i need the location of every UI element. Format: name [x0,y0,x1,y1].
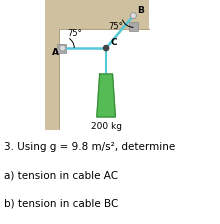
Bar [45,0,149,29]
Bar [129,22,138,31]
Text: A: A [52,47,59,57]
Text: C: C [111,39,117,47]
Circle shape [103,45,109,51]
Polygon shape [97,74,116,117]
Text: B: B [137,6,144,15]
Circle shape [61,46,64,50]
Text: 3. Using g = 9.8 m/s², determine: 3. Using g = 9.8 m/s², determine [4,142,176,152]
Text: 200 kg: 200 kg [91,122,122,131]
Text: 75°: 75° [109,22,123,31]
Circle shape [130,13,136,18]
Bar [45,0,59,130]
Text: 75°: 75° [68,29,82,38]
Text: a) tension in cable AC: a) tension in cable AC [4,170,119,180]
Text: b) tension in cable BC: b) tension in cable BC [4,199,119,209]
Circle shape [132,14,135,17]
Circle shape [60,45,65,51]
Bar [57,43,66,53]
